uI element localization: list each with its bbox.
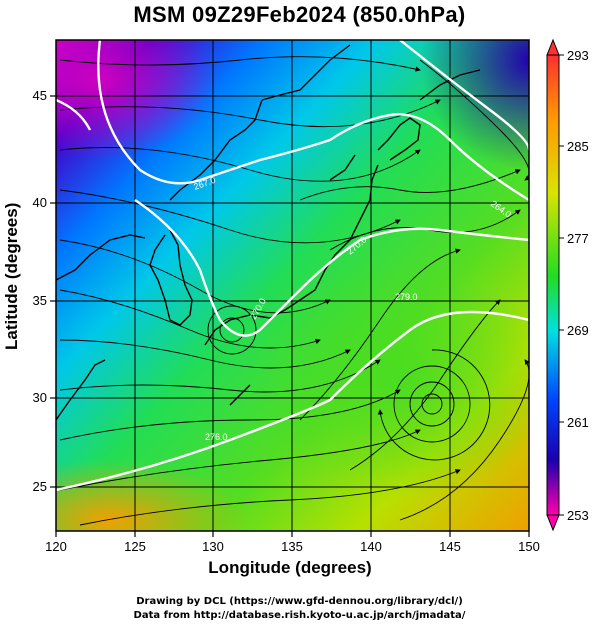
- colorbar-tick-label: 277: [567, 231, 589, 246]
- x-tick-label: 125: [124, 539, 146, 554]
- y-tick-label: 35: [33, 293, 47, 308]
- colorbar-tick-label: 253: [567, 508, 589, 523]
- coastlines: [56, 44, 481, 421]
- grid-lines: [56, 40, 529, 531]
- chart-title: MSM 09Z29Feb2024 (850.0hPa): [133, 2, 466, 27]
- contour-label: 276.0: [205, 432, 228, 442]
- colorbar-scale: [546, 54, 560, 516]
- x-tick-label: 150: [518, 539, 540, 554]
- colorbar-tick-label: 293: [567, 48, 589, 63]
- x-tick-label: 135: [281, 539, 303, 554]
- isotherms: [56, 40, 529, 492]
- y-tick-labels: 25 30 35 40 45: [33, 88, 47, 494]
- colorbar-tick-label: 285: [567, 139, 589, 154]
- colorbar-tick-label: 269: [567, 323, 589, 338]
- credit-drawing: Drawing by DCL (https://www.gfd-dennou.o…: [136, 596, 463, 607]
- colorbar-bottom-arrow: [546, 514, 560, 532]
- y-tick-label: 45: [33, 88, 47, 103]
- x-tick-label: 120: [45, 539, 67, 554]
- x-tick-labels: 120 125 130 135 140 145 150: [45, 539, 540, 554]
- credit-data-source: Data from http://database.rish.kyoto-u.a…: [133, 610, 466, 621]
- y-tick-label: 25: [33, 479, 47, 494]
- axis-tick-marks: [50, 95, 530, 537]
- x-tick-label: 145: [439, 539, 461, 554]
- colorbar-tick-label: 261: [567, 415, 589, 430]
- y-tick-label: 30: [33, 390, 47, 405]
- x-tick-label: 130: [202, 539, 224, 554]
- x-tick-label: 140: [360, 539, 382, 554]
- contour-label: 279.0: [395, 292, 418, 302]
- y-tick-label: 40: [33, 195, 47, 210]
- colorbar: 293 285 277 269 261 253: [546, 38, 589, 532]
- y-axis-label: Latitude (degrees): [2, 202, 21, 350]
- x-axis-label: Longitude (degrees): [208, 558, 372, 577]
- colorbar-top-arrow: [546, 38, 560, 56]
